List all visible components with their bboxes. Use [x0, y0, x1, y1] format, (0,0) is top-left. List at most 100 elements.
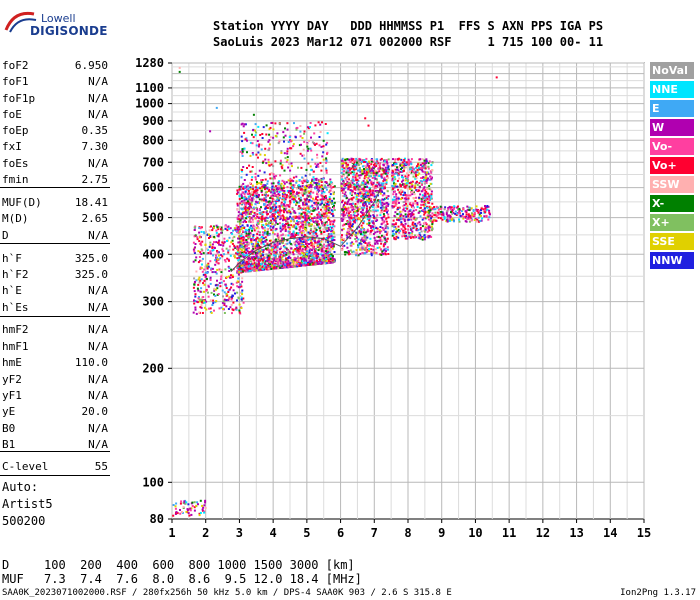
echo-point: [429, 218, 432, 221]
echo-point: [331, 182, 334, 185]
echo-point: [307, 246, 310, 249]
echo-point: [367, 160, 370, 163]
param-label: yF1: [2, 389, 22, 402]
echo-point: [380, 182, 383, 185]
echo-point: [376, 203, 379, 205]
echo-point: [291, 265, 294, 268]
echo-point: [304, 185, 306, 188]
echo-point: [245, 232, 248, 235]
echo-point: [371, 244, 374, 247]
param-label: foF2: [2, 59, 29, 72]
echo-point: [313, 261, 316, 264]
echo-point: [317, 193, 320, 196]
echo-point: [354, 251, 357, 254]
echo-point: [313, 229, 316, 231]
echo-point: [299, 250, 302, 253]
echo-point: [318, 183, 321, 186]
echo-point: [410, 171, 413, 174]
echo-point: [279, 210, 281, 212]
echo-point: [280, 165, 283, 168]
echo-point: [286, 248, 288, 251]
echo-point: [391, 177, 394, 180]
echo-point: [304, 262, 307, 264]
echo-point: [322, 188, 324, 190]
echo-point: [271, 261, 274, 264]
echo-point: [356, 194, 358, 197]
echo-point: [239, 222, 242, 225]
echo-point: [305, 203, 308, 206]
echo-point: [238, 195, 241, 198]
echo-point: [356, 159, 359, 162]
echo-point: [246, 250, 249, 253]
echo-point: [248, 247, 250, 250]
echo-point: [384, 230, 387, 233]
echo-point: [417, 163, 419, 166]
echo-point: [311, 256, 314, 259]
echo-point: [268, 205, 271, 208]
echo-point: [350, 197, 353, 200]
echo-point: [297, 233, 300, 236]
echo-point: [297, 191, 300, 194]
echo-point: [250, 260, 252, 263]
echo-point: [267, 161, 270, 164]
echo-point: [319, 229, 322, 232]
echo-point: [250, 241, 253, 244]
echo-point: [366, 214, 369, 217]
echo-point: [254, 172, 257, 175]
echo-point: [315, 196, 318, 199]
echo-point: [260, 241, 263, 244]
echo-point: [403, 204, 406, 207]
param-row-yf2: yF2 N/A: [2, 372, 108, 388]
echo-point: [245, 198, 248, 201]
echo-point: [293, 224, 296, 227]
echo-point: [353, 214, 356, 217]
echo-point: [283, 207, 286, 210]
echo-point: [291, 217, 294, 220]
echo-point: [272, 213, 275, 216]
echo-point: [400, 228, 403, 231]
echo-point: [306, 215, 309, 218]
echo-point: [410, 235, 413, 238]
echo-point: [325, 256, 328, 259]
echo-point: [308, 243, 310, 246]
echo-point: [279, 264, 282, 267]
y-tick-label: 80: [150, 512, 164, 526]
echo-point: [315, 218, 318, 221]
echo-point: [333, 251, 336, 253]
echo-point: [260, 217, 263, 220]
echo-point: [306, 149, 309, 152]
echo-point: [303, 154, 305, 157]
echo-point: [329, 189, 332, 192]
echo-point: [240, 176, 243, 179]
echo-point: [250, 264, 253, 267]
echo-point: [356, 179, 359, 181]
echo-point: [374, 209, 377, 212]
echo-point: [305, 255, 308, 258]
echo-point: [332, 236, 334, 239]
echo-point: [306, 245, 309, 247]
echo-point: [265, 205, 268, 208]
echo-point: [322, 198, 325, 201]
echo-point: [304, 179, 307, 182]
echo-point: [352, 175, 354, 178]
echo-point: [349, 237, 352, 240]
echo-point: [351, 161, 354, 164]
echo-point: [328, 200, 331, 203]
echo-point: [295, 225, 298, 228]
echo-point: [304, 174, 307, 177]
param-label: M(D): [2, 212, 29, 225]
echo-point: [301, 154, 304, 157]
echo-point: [321, 199, 324, 202]
echo-point: [277, 181, 280, 184]
echo-point: [283, 195, 286, 198]
echo-point: [268, 173, 271, 176]
echo-point: [319, 203, 322, 206]
echo-point: [270, 266, 273, 269]
echo-point: [286, 152, 289, 155]
echo-point: [290, 224, 293, 227]
echo-point: [267, 264, 270, 267]
echo-point: [379, 211, 382, 214]
echo-point: [246, 247, 249, 250]
echo-point: [280, 234, 283, 237]
echo-point: [317, 253, 320, 256]
